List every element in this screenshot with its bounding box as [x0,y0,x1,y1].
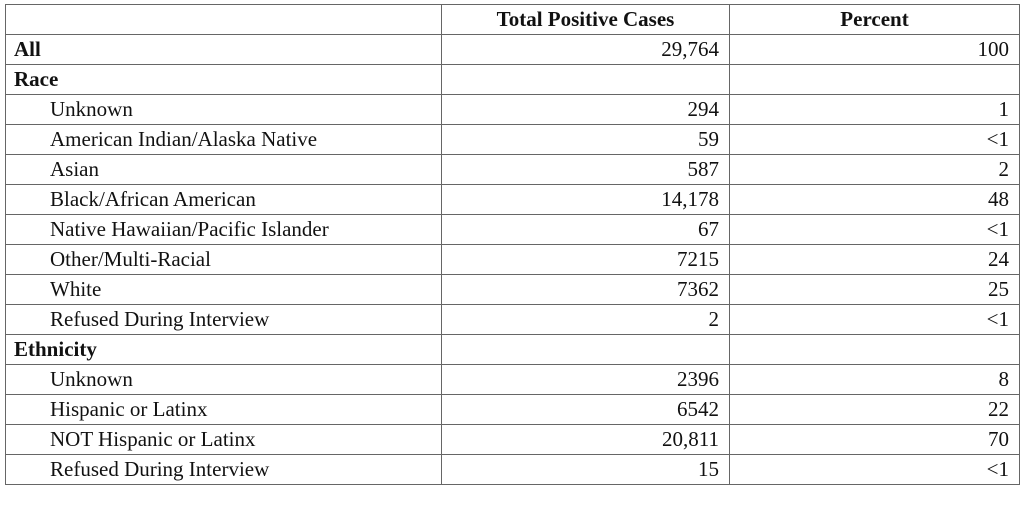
empty-cell [729,64,1020,95]
table-row: Unknown 294 1 [5,94,1020,125]
row-label: Black/African American [5,184,442,215]
row-label: NOT Hispanic or Latinx [5,424,442,455]
row-label: Other/Multi-Racial [5,244,442,275]
section-title: Race [5,64,442,95]
cases-cell: 15 [441,454,730,485]
cases-cell: 294 [441,94,730,125]
row-label: American Indian/Alaska Native [5,124,442,155]
table-row: All 29,764 100 [5,34,1020,65]
table-head: Total Positive Cases Percent [5,4,1020,35]
section-row: Ethnicity [5,334,1020,365]
table-row: Other/Multi-Racial 7215 24 [5,244,1020,275]
table-row: American Indian/Alaska Native 59 <1 [5,124,1020,155]
percent-cell: <1 [729,214,1020,245]
percent-cell: <1 [729,454,1020,485]
row-label: Refused During Interview [5,304,442,335]
cases-cell: 20,811 [441,424,730,455]
row-label: White [5,274,442,305]
cases-cell: 6542 [441,394,730,425]
percent-cell: 100 [729,34,1020,65]
section-title: Ethnicity [5,334,442,365]
percent-cell: <1 [729,304,1020,335]
cases-cell: 29,764 [441,34,730,65]
row-label: Hispanic or Latinx [5,394,442,425]
table-row: White 7362 25 [5,274,1020,305]
section-row: Race [5,64,1020,95]
percent-cell: 1 [729,94,1020,125]
table-row: Refused During Interview 15 <1 [5,454,1020,485]
table-row: Unknown 2396 8 [5,364,1020,395]
header-row: Total Positive Cases Percent [5,4,1020,35]
header-cell [5,4,442,35]
percent-cell: 70 [729,424,1020,455]
percent-cell: 2 [729,154,1020,185]
percent-cell: 8 [729,364,1020,395]
table-row: NOT Hispanic or Latinx 20,811 70 [5,424,1020,455]
row-label: Refused During Interview [5,454,442,485]
header-cell: Percent [729,4,1020,35]
percent-cell: <1 [729,124,1020,155]
empty-cell [441,334,730,365]
cases-cell: 67 [441,214,730,245]
cases-cell: 2396 [441,364,730,395]
percent-cell: 25 [729,274,1020,305]
row-label: Unknown [5,94,442,125]
cases-cell: 587 [441,154,730,185]
row-label: Unknown [5,364,442,395]
table-row: Native Hawaiian/Pacific Islander 67 <1 [5,214,1020,245]
empty-cell [729,334,1020,365]
percent-cell: 22 [729,394,1020,425]
cases-cell: 2 [441,304,730,335]
percent-cell: 48 [729,184,1020,215]
table-row: Hispanic or Latinx 6542 22 [5,394,1020,425]
header-cell: Total Positive Cases [441,4,730,35]
row-label: Asian [5,154,442,185]
cases-cell: 59 [441,124,730,155]
cases-cell: 14,178 [441,184,730,215]
cases-cell: 7362 [441,274,730,305]
table-row: Black/African American 14,178 48 [5,184,1020,215]
table-body: All 29,764 100 Race Unknown 294 1 American Indi… [5,34,1020,485]
data-table: Total Positive Cases Percent All 29,764 10… [5,4,1020,485]
empty-cell [441,64,730,95]
table-row: Refused During Interview 2 <1 [5,304,1020,335]
row-label: Native Hawaiian/Pacific Islander [5,214,442,245]
cases-cell: 7215 [441,244,730,275]
row-label: All [5,34,442,65]
percent-cell: 24 [729,244,1020,275]
table-row: Asian 587 2 [5,154,1020,185]
